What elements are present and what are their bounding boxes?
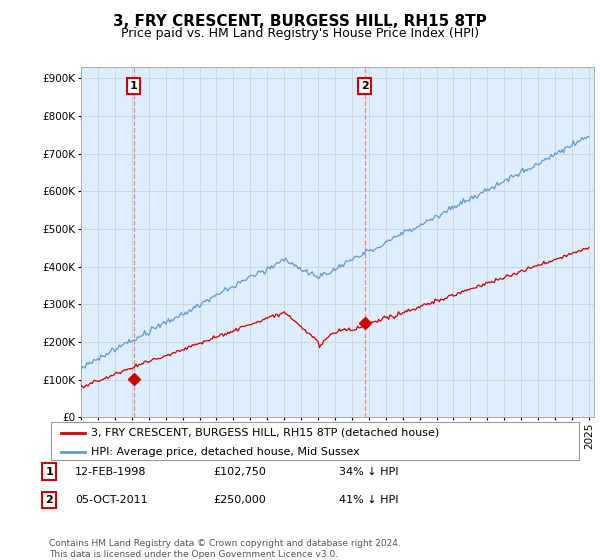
- Text: 2: 2: [46, 495, 53, 505]
- Text: £250,000: £250,000: [213, 495, 266, 505]
- Text: Price paid vs. HM Land Registry's House Price Index (HPI): Price paid vs. HM Land Registry's House …: [121, 27, 479, 40]
- Text: £102,750: £102,750: [213, 466, 266, 477]
- Text: HPI: Average price, detached house, Mid Sussex: HPI: Average price, detached house, Mid …: [91, 447, 359, 457]
- Text: 3, FRY CRESCENT, BURGESS HILL, RH15 8TP (detached house): 3, FRY CRESCENT, BURGESS HILL, RH15 8TP …: [91, 428, 439, 438]
- Text: 1: 1: [130, 81, 137, 91]
- Text: Contains HM Land Registry data © Crown copyright and database right 2024.
This d: Contains HM Land Registry data © Crown c…: [49, 539, 401, 559]
- Text: 34% ↓ HPI: 34% ↓ HPI: [339, 466, 398, 477]
- Text: 3, FRY CRESCENT, BURGESS HILL, RH15 8TP: 3, FRY CRESCENT, BURGESS HILL, RH15 8TP: [113, 14, 487, 29]
- Text: 41% ↓ HPI: 41% ↓ HPI: [339, 495, 398, 505]
- Text: 2: 2: [361, 81, 368, 91]
- Text: 1: 1: [46, 466, 53, 477]
- Text: 05-OCT-2011: 05-OCT-2011: [75, 495, 148, 505]
- Text: 12-FEB-1998: 12-FEB-1998: [75, 466, 146, 477]
